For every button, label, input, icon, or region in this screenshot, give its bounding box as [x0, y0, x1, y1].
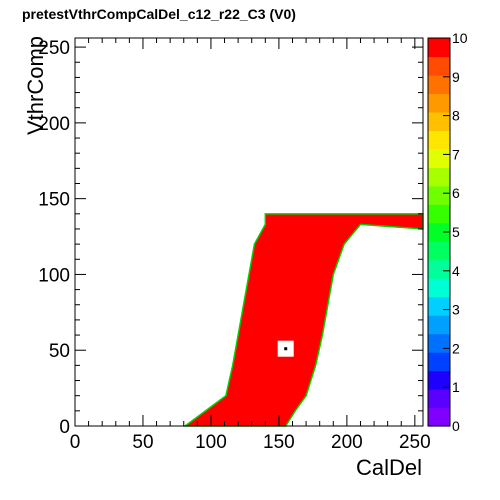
y-tick-label: 50: [49, 341, 70, 362]
color-scale-label: 5: [452, 224, 460, 240]
y-axis-label: VthrComp: [23, 35, 48, 135]
color-scale-band: [428, 204, 450, 224]
color-scale-label: 4: [452, 263, 460, 279]
x-tick-label: 100: [195, 432, 227, 453]
y-tick-label: 100: [38, 265, 70, 286]
color-scale-label: 1: [452, 379, 460, 395]
x-tick-label: 150: [263, 432, 295, 453]
x-tick-label: 50: [132, 432, 153, 453]
color-scale-band: [428, 296, 450, 316]
color-scale-band: [428, 93, 450, 113]
color-scale-label: 3: [452, 302, 460, 318]
color-scale-band: [428, 241, 450, 261]
color-scale-band: [428, 130, 450, 150]
color-scale-band: [428, 407, 450, 427]
color-scale-band: [428, 278, 450, 298]
color-scale-label: 2: [452, 340, 460, 356]
axis-ticks: 0 50 100 150 200 250 0 50 100 150 200 250: [38, 38, 431, 453]
color-scale-band: [428, 259, 450, 279]
plot-frame: [74, 37, 424, 427]
color-scale-band: [428, 148, 450, 168]
color-scale-band: [428, 352, 450, 372]
color-scale-label: 0: [452, 418, 460, 434]
color-scale-band: [428, 56, 450, 76]
color-scale-label: 10: [452, 30, 468, 46]
color-scale-band: [428, 333, 450, 353]
color-scale-band: [428, 167, 450, 187]
color-scale: 0 1 2 3 4 5 6 7 8 9 10: [427, 30, 468, 434]
y-tick-label: 0: [59, 417, 70, 438]
heatmap-cell-dot: [284, 347, 288, 351]
x-tick-label: 0: [70, 432, 81, 453]
color-scale-label: 6: [452, 185, 460, 201]
color-scale-band: [428, 185, 450, 205]
x-axis-label: CalDel: [355, 455, 422, 480]
color-scale-band: [428, 389, 450, 409]
x-tick-label: 200: [331, 432, 363, 453]
color-scale-band: [428, 370, 450, 390]
color-scale-band: [428, 222, 450, 242]
color-scale-band: [428, 38, 450, 58]
color-scale-band: [428, 111, 450, 131]
color-scale-label: 7: [452, 146, 460, 162]
color-scale-label: 9: [452, 69, 460, 85]
color-scale-band: [428, 315, 450, 335]
x-tick-label: 250: [399, 432, 431, 453]
color-scale-label: 8: [452, 108, 460, 124]
color-scale-band: [428, 74, 450, 95]
y-tick-label: 200: [38, 114, 70, 135]
y-tick-label: 150: [38, 190, 70, 211]
y-tick-label: 250: [38, 38, 70, 59]
chart-title: pretestVthrCompCalDel_c12_r22_C3 (V0): [22, 6, 296, 22]
